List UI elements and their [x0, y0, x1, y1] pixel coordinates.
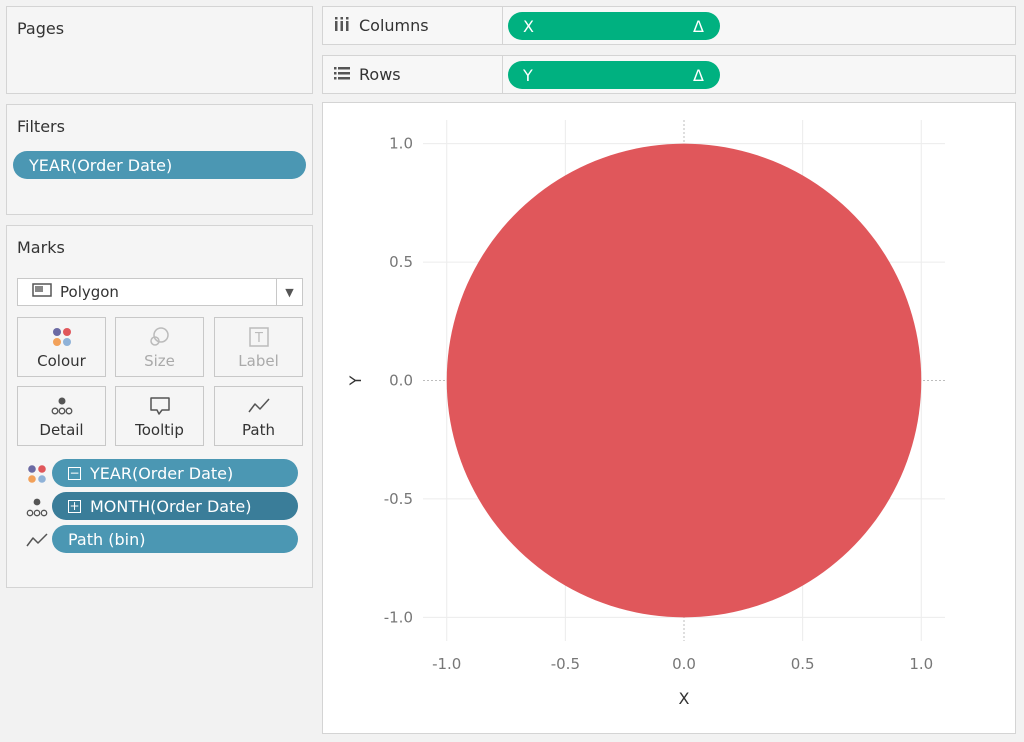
viz-area[interactable]: -1.0 -0.5 0.0 0.5 1.0 1.0 0.5 0.0 -0.5 -1.0 X Y [322, 102, 1016, 734]
marks-field-label: Path (bin) [68, 529, 146, 549]
pages-card[interactable]: Pages [6, 6, 313, 94]
columns-shelf[interactable]: Columns X Δ [322, 6, 1016, 45]
marks-card[interactable]: Marks Polygon ▼ Colour [6, 225, 313, 588]
marks-field-label: YEAR(Order Date) [90, 463, 234, 483]
rows-pill-y[interactable]: Y Δ [508, 61, 720, 89]
y-tick-label: 1.0 [389, 135, 413, 153]
y-axis-title: Y [346, 375, 365, 386]
x-tick-label: -0.5 [551, 655, 580, 673]
x-tick-label: 1.0 [909, 655, 933, 673]
rows-label: Rows [359, 65, 401, 84]
x-axis-title: X [679, 689, 690, 708]
delta-icon: Δ [693, 16, 704, 36]
detail-icon [50, 395, 74, 417]
marks-title: Marks [17, 238, 65, 257]
chart-svg[interactable]: -1.0 -0.5 0.0 0.5 1.0 1.0 0.5 0.0 -0.5 -1.0 X Y [323, 103, 1015, 733]
expand-icon[interactable]: + [68, 499, 81, 513]
chevron-down-icon[interactable]: ▼ [276, 279, 302, 305]
columns-icon [333, 16, 351, 36]
mark-type-label: Polygon [60, 283, 119, 301]
filters-title: Filters [17, 117, 65, 136]
columns-drop-area[interactable]: X Δ [503, 7, 1015, 44]
colour-icon [25, 462, 49, 486]
rows-drop-area[interactable]: Y Δ [503, 56, 1015, 93]
delta-icon: Δ [693, 65, 704, 85]
x-tick-label: 0.5 [791, 655, 815, 673]
marks-field-month-order-date[interactable]: + MONTH(Order Date) [52, 492, 298, 520]
columns-shelf-label: Columns [323, 7, 503, 44]
colour-button-label: Colour [37, 352, 86, 370]
filter-pill-year-order-date[interactable]: YEAR(Order Date) [13, 151, 306, 179]
tooltip-button[interactable]: Tooltip [115, 386, 204, 446]
columns-label: Columns [359, 16, 429, 35]
tooltip-button-label: Tooltip [135, 421, 184, 439]
path-icon [25, 528, 49, 552]
polygon-icon [32, 282, 52, 302]
size-button[interactable]: Size [115, 317, 204, 377]
colour-button[interactable]: Colour [17, 317, 106, 377]
size-button-label: Size [144, 352, 175, 370]
marks-field-year-order-date[interactable]: − YEAR(Order Date) [52, 459, 298, 487]
rows-icon [333, 65, 351, 85]
rows-shelf[interactable]: Rows Y Δ [322, 55, 1016, 94]
marks-field-path-bin[interactable]: Path (bin) [52, 525, 298, 553]
size-icon [148, 326, 172, 348]
svg-text:T: T [254, 331, 263, 346]
label-button-label: Label [238, 352, 279, 370]
x-tick-label: 0.0 [672, 655, 696, 673]
label-icon: T [247, 326, 271, 348]
rows-pill-label: Y [523, 65, 533, 85]
y-tick-label: 0.0 [389, 372, 413, 390]
x-tick-label: -1.0 [432, 655, 461, 673]
y-tick-label: -0.5 [384, 490, 413, 508]
mark-type-dropdown[interactable]: Polygon ▼ [17, 278, 303, 306]
path-button[interactable]: Path [214, 386, 303, 446]
filters-card[interactable]: Filters YEAR(Order Date) [6, 104, 313, 215]
path-icon [247, 395, 271, 417]
filter-pill-label: YEAR(Order Date) [29, 155, 173, 175]
rows-shelf-label: Rows [323, 56, 503, 93]
detail-button[interactable]: Detail [17, 386, 106, 446]
columns-pill-label: X [523, 16, 534, 36]
marks-field-label: MONTH(Order Date) [90, 496, 252, 516]
circle-polygon-mark[interactable] [446, 143, 922, 618]
y-tick-label: -1.0 [384, 608, 413, 626]
tooltip-icon [148, 395, 172, 417]
columns-pill-x[interactable]: X Δ [508, 12, 720, 40]
detail-button-label: Detail [39, 421, 84, 439]
label-button[interactable]: T Label [214, 317, 303, 377]
collapse-icon[interactable]: − [68, 466, 81, 480]
pages-title: Pages [17, 19, 65, 38]
colour-icon [50, 326, 74, 348]
path-button-label: Path [242, 421, 275, 439]
y-tick-label: 0.5 [389, 253, 413, 271]
detail-icon [25, 496, 49, 520]
